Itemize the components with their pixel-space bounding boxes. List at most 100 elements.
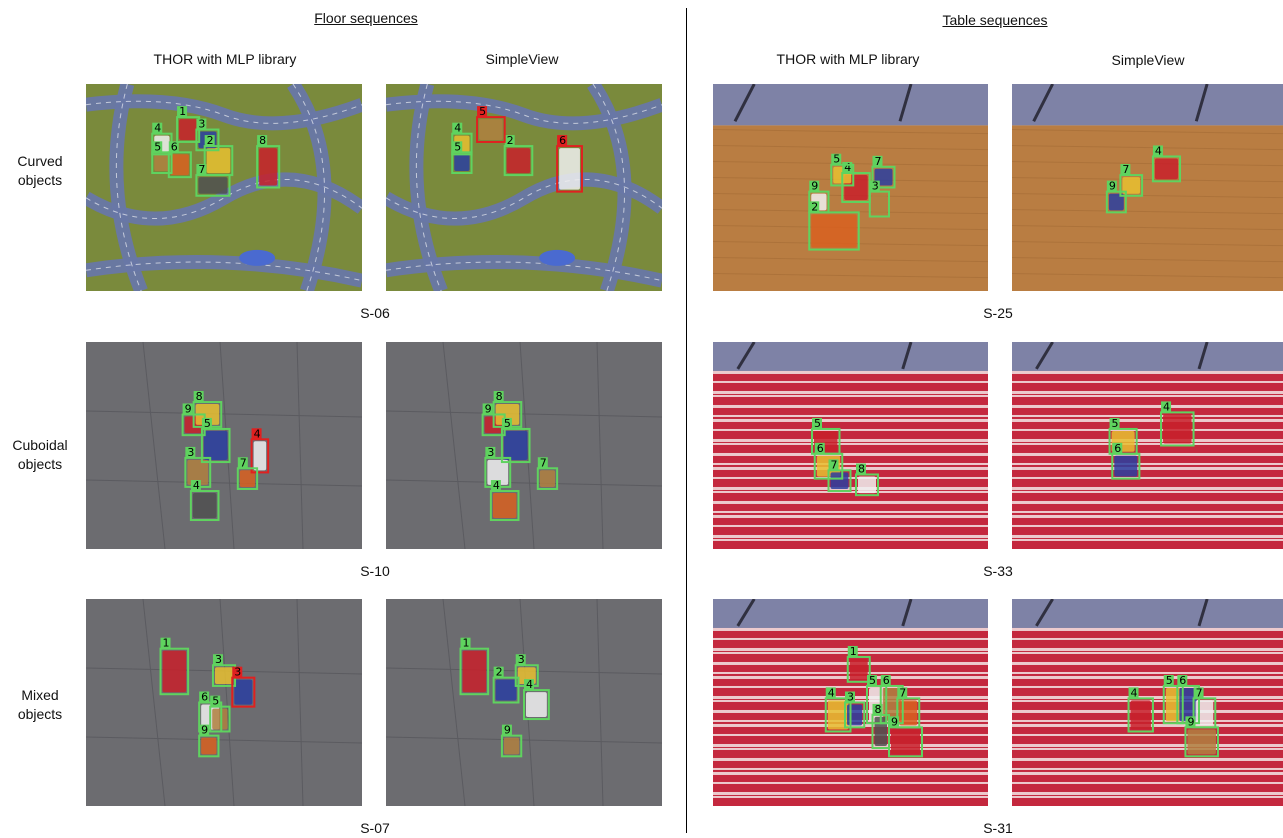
bounding-box [871, 165, 896, 189]
bounding-box-label: 6 [883, 674, 890, 687]
bounding-box-tag [204, 135, 215, 147]
bounding-box-label: 8 [858, 462, 865, 475]
bounding-box-label: 5 [204, 417, 211, 430]
floor-sequences-title: Floor sequences [314, 10, 418, 26]
seq-label-floor-row2: S-10 [360, 563, 390, 579]
bounding-box-tag [889, 716, 899, 728]
bounding-box [459, 647, 490, 696]
bounding-box-label: 6 [817, 442, 824, 455]
bounding-box-tag [152, 122, 163, 134]
bounding-box [1184, 726, 1219, 758]
bounding-box-label: 6 [559, 134, 566, 147]
bounding-box-label: 7 [899, 686, 906, 699]
bounding-box-tag [537, 457, 548, 469]
bounding-box-tag [185, 446, 196, 458]
bounding-box-tag [845, 691, 855, 703]
seq-label-table-row1: S-25 [983, 305, 1013, 321]
bounding-box-tag [1163, 674, 1174, 686]
bounding-box-label: 8 [196, 390, 203, 403]
row-label-mixed-line2: objects [17, 706, 63, 722]
row-label-cuboidal-line2: objects [17, 456, 63, 472]
bounding-box-label: 4 [254, 427, 261, 440]
bounding-box-tag [814, 442, 825, 454]
bounding-box [250, 438, 270, 474]
bounding-box-tag [232, 666, 243, 678]
bounding-box-tag [196, 164, 207, 176]
section-divider [686, 8, 687, 833]
bounding-box-label: 2 [507, 134, 514, 147]
bounding-box [1127, 697, 1154, 733]
bounding-box [846, 655, 871, 683]
bounding-box-tag [897, 687, 908, 699]
bounding-box-tag [872, 155, 883, 167]
bounding-box-label: 9 [1109, 180, 1116, 193]
bounding-box-label: 2 [811, 200, 818, 213]
bounding-box-label: 3 [234, 666, 241, 679]
bounding-box-label: 4 [1163, 400, 1170, 413]
floor-right-column-title: SimpleView [485, 51, 559, 67]
bounding-box-label: 3 [487, 446, 494, 459]
bounding-box-label: 7 [240, 456, 247, 469]
scene-illustration: 4 5 6 [1012, 342, 1283, 549]
bounding-box-tag [831, 153, 842, 165]
bounding-box-label: 4 [1131, 686, 1138, 699]
bounding-box-tag [201, 417, 212, 429]
bounding-box-tag [1152, 145, 1163, 157]
bounding-box-tag [257, 135, 268, 147]
bounding-box-label: 9 [504, 724, 511, 737]
bounding-box-label: 4 [526, 678, 533, 691]
bounding-box [1151, 155, 1182, 183]
bounding-box [231, 676, 256, 708]
bounding-box [489, 490, 520, 522]
bounding-box-label: 5 [154, 140, 161, 153]
bounding-box [209, 705, 231, 733]
bounding-box-tag [452, 122, 463, 134]
bounding-box-tag [1109, 417, 1120, 429]
table-sequences-title: Table sequences [942, 12, 1048, 28]
bounding-box-tag [847, 645, 858, 657]
row-label-curved-line1: Curved [17, 153, 63, 169]
bounding-box-tag [557, 135, 568, 147]
scene-illustration: 98 5 4 3 7 4 [86, 342, 362, 549]
bounding-box-tag [501, 417, 512, 429]
bounding-box-tag [182, 403, 193, 415]
bounding-box-label: 7 [831, 458, 838, 471]
bounding-box-label: 4 [454, 122, 461, 135]
bounding-box-label: 7 [540, 456, 547, 469]
bounding-box-label: 1 [850, 645, 857, 658]
bounding-box-tag [490, 480, 501, 492]
bounding-box [556, 145, 583, 193]
bounding-box-label: 3 [872, 180, 879, 193]
bounding-box-tag [1112, 442, 1123, 454]
bounding-box-label: 4 [844, 161, 851, 174]
bounding-box-tag [501, 724, 512, 736]
bounding-box [189, 490, 220, 522]
bounding-box-label: 5 [504, 417, 511, 430]
bounding-box-label: 9 [185, 402, 192, 415]
bounding-box-label: 9 [201, 724, 208, 737]
bounding-box [500, 427, 531, 464]
bounding-box-label: 8 [496, 390, 503, 403]
bounding-box [195, 128, 220, 152]
bounding-box-label: 3 [198, 118, 205, 131]
scene-illustration: 45 7 9 3 2 [713, 84, 988, 291]
bounding-box-tag [152, 141, 163, 153]
bounding-box [1119, 174, 1144, 197]
row-label-cuboidal: Cuboidal objects [0, 436, 80, 474]
bounding-box [503, 145, 534, 177]
bounding-box-tag [193, 391, 204, 403]
bounding-box-tag [1177, 674, 1188, 686]
bounding-box-label: 5 [1166, 674, 1173, 687]
image-cuboidal-table-simpleview: 4 5 6 [1012, 342, 1283, 549]
bounding-box-tag [856, 463, 866, 475]
scene-illustration: 1 3 2 4 9 [386, 599, 662, 806]
row-label-mixed: Mixed objects [0, 686, 80, 724]
bounding-box [256, 145, 281, 189]
bounding-box-label: 6 [1114, 442, 1121, 455]
scene-illustration: 2 4 5 6 5 [386, 84, 662, 291]
bounding-box-tag [828, 459, 839, 471]
